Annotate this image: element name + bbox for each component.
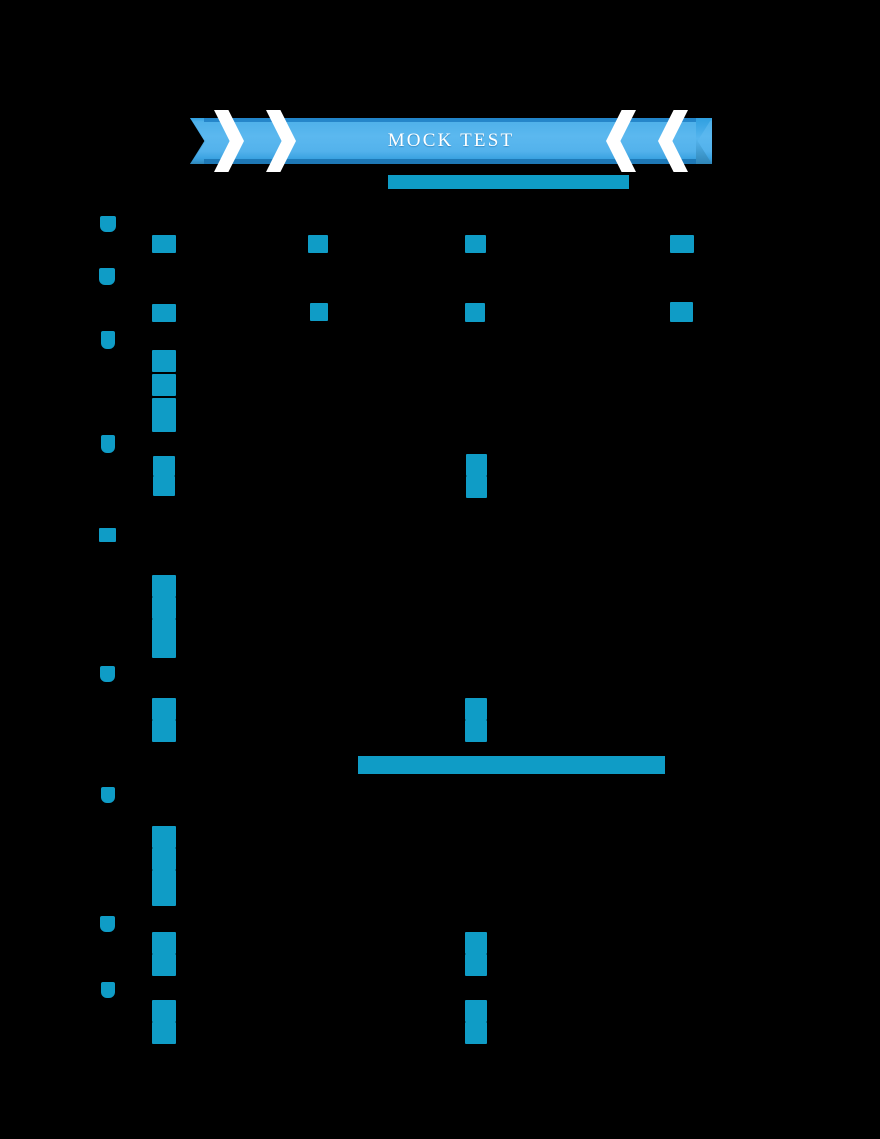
marker-4	[101, 435, 115, 453]
cell-r8c1-line2	[152, 848, 176, 870]
cell-r6c1-line2	[152, 597, 176, 619]
cell-r5c1	[99, 528, 116, 542]
cell-r4c3-line1	[466, 454, 487, 476]
cell-r3c1-line2	[152, 374, 176, 396]
cell-r1c2	[308, 235, 328, 253]
cell-r9c1-line1	[152, 932, 176, 954]
cell-r6c1-line4	[152, 638, 176, 658]
cell-r2c1	[152, 304, 176, 322]
marker-9	[101, 982, 115, 998]
cell-r6c1-line1	[152, 575, 176, 597]
marker-1	[100, 216, 116, 232]
cell-r8c1-line4	[152, 888, 176, 906]
cell-r4c3-line2	[466, 476, 487, 498]
cell-r1c1	[152, 235, 176, 253]
cell-r6c1-line3	[152, 619, 176, 641]
mock-test-banner: MOCK TEST	[190, 110, 712, 172]
cell-r10c1-line2	[152, 1022, 176, 1044]
cell-r8c1-line1	[152, 826, 176, 848]
cell-r8c1-line3	[152, 870, 176, 892]
subtitle-redacted-bar	[388, 175, 629, 189]
cell-r10c1-line1	[152, 1000, 176, 1022]
cell-r4c1-line1	[153, 456, 175, 476]
cell-r9c3-line1	[465, 932, 487, 954]
marker-6	[100, 666, 115, 682]
cell-r2c3	[465, 303, 485, 322]
cell-r3c1-line4	[152, 410, 176, 432]
cell-r10c3-line1	[465, 1000, 487, 1022]
cell-r7c1-line2	[152, 720, 176, 742]
cell-r3c1-line1	[152, 350, 176, 372]
ribbon-top-edge	[204, 118, 698, 122]
marker-8	[100, 916, 115, 932]
cell-r7c3-line2	[465, 720, 487, 742]
cell-r1c3	[465, 235, 486, 253]
cell-r7c3-line1	[465, 698, 487, 720]
cell-r7c1-line1	[152, 698, 176, 720]
cell-r10c3-line2	[465, 1022, 487, 1044]
ribbon-bottom-edge	[204, 159, 698, 164]
cell-r2c4	[670, 302, 693, 322]
marker-2	[99, 268, 115, 285]
cell-r9c3-line2	[465, 954, 487, 976]
marker-3	[101, 331, 115, 349]
cell-r2c2	[310, 303, 328, 321]
page-title: MOCK TEST	[387, 130, 515, 151]
marker-7	[101, 787, 115, 803]
cell-r4c1-line2	[153, 476, 175, 496]
cell-r9c1-line2	[152, 954, 176, 976]
section-heading-redacted-bar	[358, 756, 665, 774]
cell-r1c4	[670, 235, 694, 253]
